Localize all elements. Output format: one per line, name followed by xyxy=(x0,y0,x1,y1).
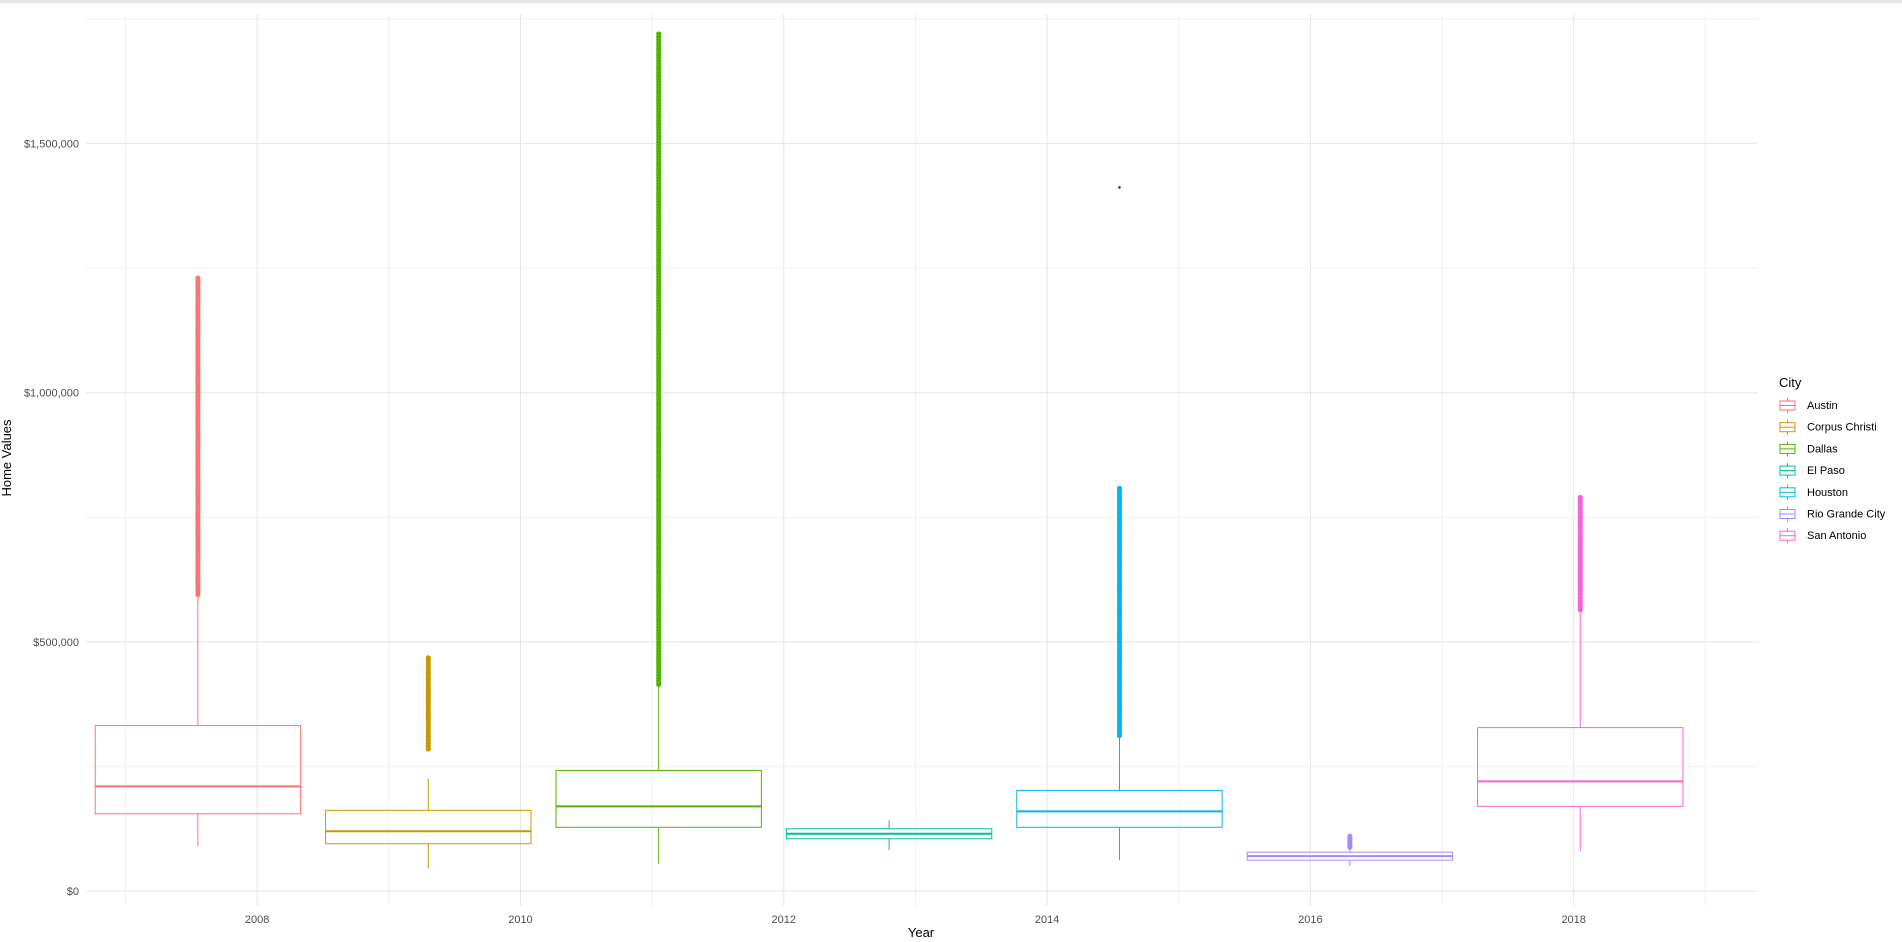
legend-title: City xyxy=(1779,375,1802,390)
box xyxy=(325,809,532,845)
y-tick-label: $1,500,000 xyxy=(24,139,79,151)
legend-item: Austin xyxy=(1779,398,1838,413)
legend-label: Houston xyxy=(1807,487,1848,499)
x-tick-label: 2016 xyxy=(1298,914,1322,926)
legend-item: El Paso xyxy=(1779,463,1845,479)
minor-gridlines xyxy=(86,14,1758,906)
x-tick-label: 2008 xyxy=(245,914,269,926)
legend-label: Dallas xyxy=(1807,443,1838,455)
legend-item: Houston xyxy=(1779,484,1848,500)
legend-label: San Antonio xyxy=(1807,530,1866,542)
box xyxy=(1016,789,1223,828)
y-axis-title: Home Values xyxy=(0,419,14,497)
box-houston xyxy=(1016,186,1223,861)
major-gridlines xyxy=(86,14,1758,906)
box-series xyxy=(94,31,1684,869)
legend-item: Corpus Christi xyxy=(1779,419,1877,435)
x-tick-label: 2018 xyxy=(1561,914,1585,926)
legend-label: Austin xyxy=(1807,400,1838,412)
outlier-point xyxy=(1577,606,1583,613)
legend-label: Rio Grande City xyxy=(1807,509,1886,521)
box-austin xyxy=(94,275,302,847)
x-axis-ticks: 2008 2010 2012 2014 2016 2018 xyxy=(245,914,1586,926)
x-tick-label: 2012 xyxy=(772,914,796,926)
y-tick-label: $500,000 xyxy=(33,637,79,649)
box xyxy=(1477,727,1684,807)
x-axis-title: Year xyxy=(908,925,935,940)
legend-label: El Paso xyxy=(1807,465,1845,477)
outlier-point xyxy=(195,591,201,598)
legend-item: Rio Grande City xyxy=(1779,506,1886,522)
box xyxy=(555,769,762,828)
y-axis-ticks: $0 $500,000 $1,000,000 $1,500,000 xyxy=(24,139,79,898)
outlier-point xyxy=(425,746,431,752)
y-tick-label: $1,000,000 xyxy=(24,388,79,400)
box-corpus-christi xyxy=(325,655,532,869)
legend-label: Corpus Christi xyxy=(1807,422,1877,434)
top-bar xyxy=(0,0,1902,3)
legend-item: Dallas xyxy=(1779,441,1838,457)
outlier-point xyxy=(656,681,662,687)
x-tick-label: 2014 xyxy=(1035,914,1059,926)
legend-items: Austin Corpus Christi Dallas El Paso Houston… xyxy=(1779,398,1886,544)
x-tick-label: 2010 xyxy=(508,914,532,926)
legend-item: San Antonio xyxy=(1779,528,1866,544)
outlier-point xyxy=(1347,844,1353,850)
box-rio-grande-city xyxy=(1246,833,1454,867)
box-dallas xyxy=(555,31,762,864)
outlier-point xyxy=(1118,186,1121,189)
outlier-point xyxy=(1116,732,1123,739)
y-tick-label: $0 xyxy=(67,886,79,898)
box-el-paso xyxy=(785,820,993,851)
box-san-antonio xyxy=(1477,494,1684,852)
box xyxy=(94,725,302,815)
legend: City Austin Corpus Christi Dallas El Paso Ho… xyxy=(1779,375,1886,544)
